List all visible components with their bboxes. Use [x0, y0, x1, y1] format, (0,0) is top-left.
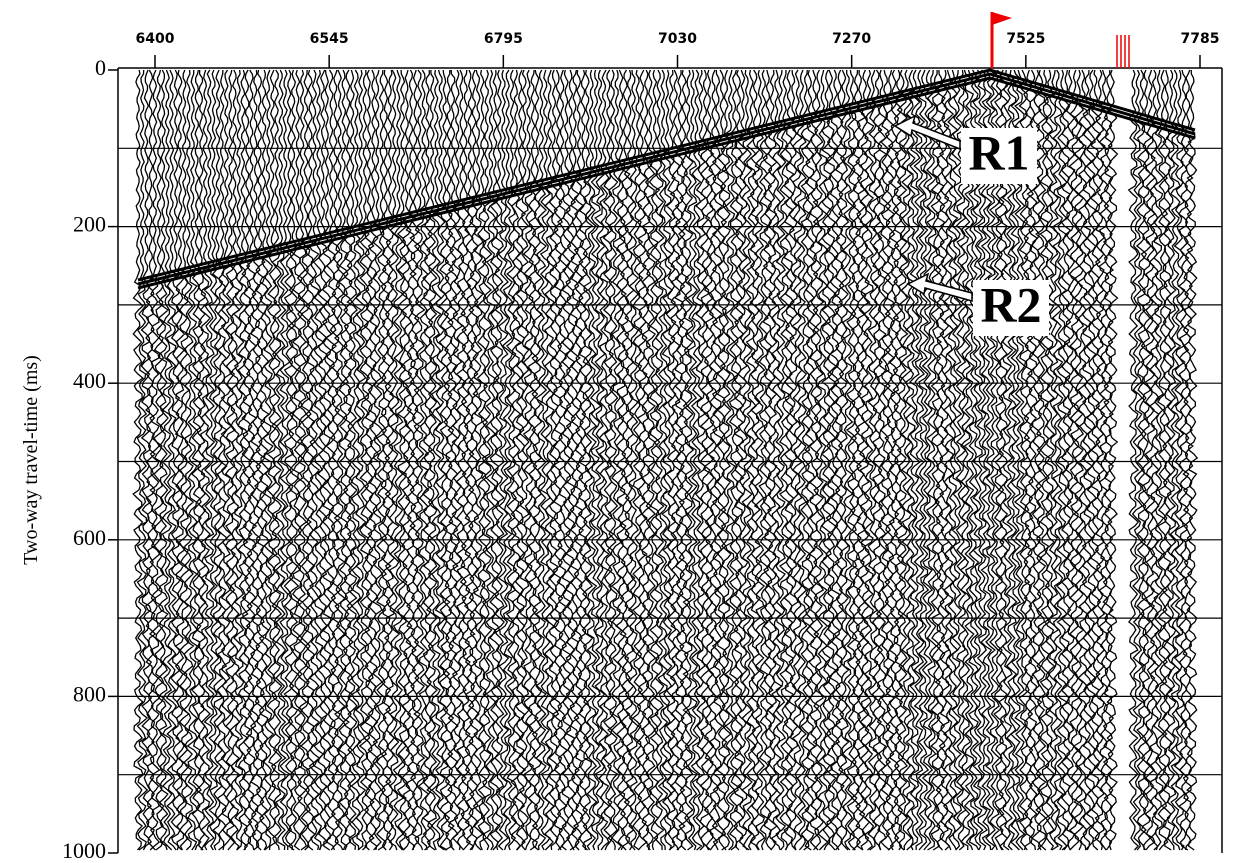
seismic-trace — [696, 70, 706, 850]
seismic-trace — [1065, 70, 1075, 850]
seismic-trace — [1070, 70, 1080, 850]
seismic-trace — [1011, 70, 1020, 850]
seismic-trace — [856, 70, 866, 850]
seismic-trace — [284, 70, 294, 850]
chart: 0 200 400 600 800 1000 6400 6545 6795 7030 7270 752… — [0, 0, 1233, 863]
seismic-trace — [768, 70, 778, 850]
seismic-trace — [490, 70, 500, 850]
seismic-trace — [671, 70, 681, 850]
x-tick-label: 6400 — [136, 31, 175, 47]
annotation-label: R1 — [968, 124, 1029, 180]
x-tick-label: 6545 — [310, 31, 349, 47]
seismic-trace — [1078, 70, 1087, 850]
source-flag — [992, 12, 1012, 25]
seismic-trace — [625, 70, 635, 850]
seismic-trace — [805, 70, 814, 850]
seismic-trace — [864, 70, 874, 850]
y-tick-label: 800 — [73, 681, 106, 706]
seismic-trace — [692, 70, 702, 850]
seismic-trace — [973, 70, 983, 850]
seismic-trace — [1003, 70, 1013, 850]
x-tick-label: 7270 — [832, 31, 871, 47]
y-tick-label: 200 — [73, 212, 106, 237]
seismic-trace — [1154, 70, 1164, 850]
seismic-trace — [1045, 70, 1055, 850]
seismic-trace — [1166, 70, 1176, 850]
x-tick-label: 7785 — [1181, 31, 1220, 47]
seismic-trace — [570, 70, 580, 850]
y-tick-label: 0 — [95, 55, 106, 80]
annotation-label: R2 — [980, 276, 1041, 332]
y-axis-label: Two-way travel-time (ms) — [20, 355, 42, 565]
seismic-trace — [335, 70, 345, 850]
x-tick-label: 7525 — [1006, 31, 1045, 47]
seismic-section — [133, 70, 1197, 850]
y-tick-label: 600 — [73, 525, 106, 550]
seismic-trace — [1100, 70, 1110, 850]
y-tick-label: 1000 — [62, 838, 106, 863]
seismic-trace — [414, 70, 424, 850]
seismic-trace — [872, 70, 882, 850]
seismic-trace — [608, 70, 618, 850]
seismic-trace — [931, 70, 941, 850]
seismic-trace — [860, 70, 870, 850]
seismic-trace — [205, 70, 215, 850]
y-tick-label: 400 — [73, 368, 106, 393]
seismic-trace — [184, 70, 194, 850]
x-tick-label: 7030 — [658, 31, 697, 47]
page: {"chart_data": {"type": "seismic", "ylab… — [0, 0, 1233, 863]
x-tick-label: 6795 — [484, 31, 523, 47]
